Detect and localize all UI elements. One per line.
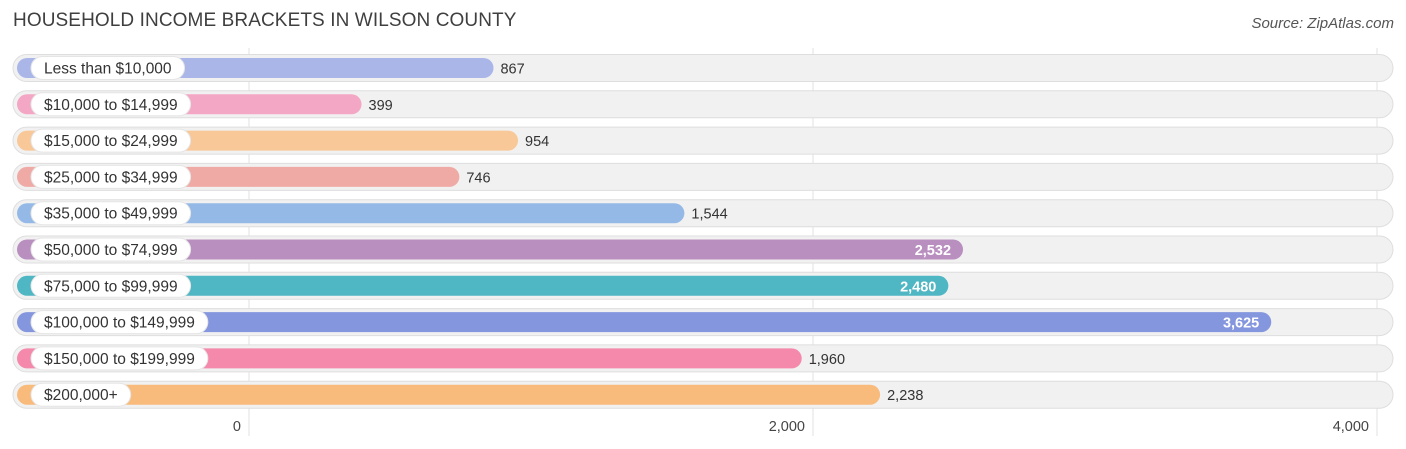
bar — [17, 384, 881, 405]
category-label: $15,000 to $24,999 — [44, 133, 178, 150]
category-label-pill — [30, 201, 192, 226]
category-label: $200,000+ — [44, 387, 118, 404]
category-label-pill — [30, 237, 192, 262]
bar — [17, 312, 1272, 333]
category-label-pill — [30, 128, 192, 153]
category-label-pill — [30, 164, 192, 189]
category-label-pill — [30, 92, 192, 117]
category-label-pill — [30, 273, 192, 298]
source-note: Source: ZipAtlas.com — [1251, 15, 1394, 32]
value-label: 867 — [500, 62, 524, 78]
value-label: 2,238 — [887, 388, 923, 404]
category-label: $75,000 to $99,999 — [44, 278, 178, 295]
value-label: 1,544 — [691, 207, 727, 223]
value-label: 399 — [369, 98, 393, 114]
bar — [17, 275, 949, 296]
category-label: $150,000 to $199,999 — [44, 351, 195, 368]
bar — [17, 348, 802, 369]
category-label-pill — [30, 346, 209, 371]
value-label: 2,480 — [900, 279, 936, 295]
category-label-pill — [30, 310, 209, 335]
category-label: $35,000 to $49,999 — [44, 206, 178, 223]
category-label-pill — [30, 382, 132, 407]
x-tick-label: 2,000 — [769, 419, 805, 435]
value-label: 3,625 — [1223, 316, 1259, 332]
category-label: $100,000 to $149,999 — [44, 315, 195, 332]
category-label: $50,000 to $74,999 — [44, 242, 178, 259]
value-label: 1,960 — [809, 352, 845, 368]
category-label: Less than $10,000 — [44, 61, 172, 78]
category-label: $10,000 to $14,999 — [44, 97, 178, 114]
bar — [17, 239, 964, 260]
x-tick-label: 0 — [233, 419, 241, 435]
category-label: $25,000 to $34,999 — [44, 169, 178, 186]
x-tick-label: 4,000 — [1333, 419, 1369, 435]
value-label: 954 — [525, 134, 549, 150]
chart-title: HOUSEHOLD INCOME BRACKETS IN WILSON COUN… — [13, 10, 517, 31]
value-label: 746 — [466, 170, 490, 186]
category-label-pill — [30, 56, 186, 80]
value-label: 2,532 — [915, 243, 951, 259]
